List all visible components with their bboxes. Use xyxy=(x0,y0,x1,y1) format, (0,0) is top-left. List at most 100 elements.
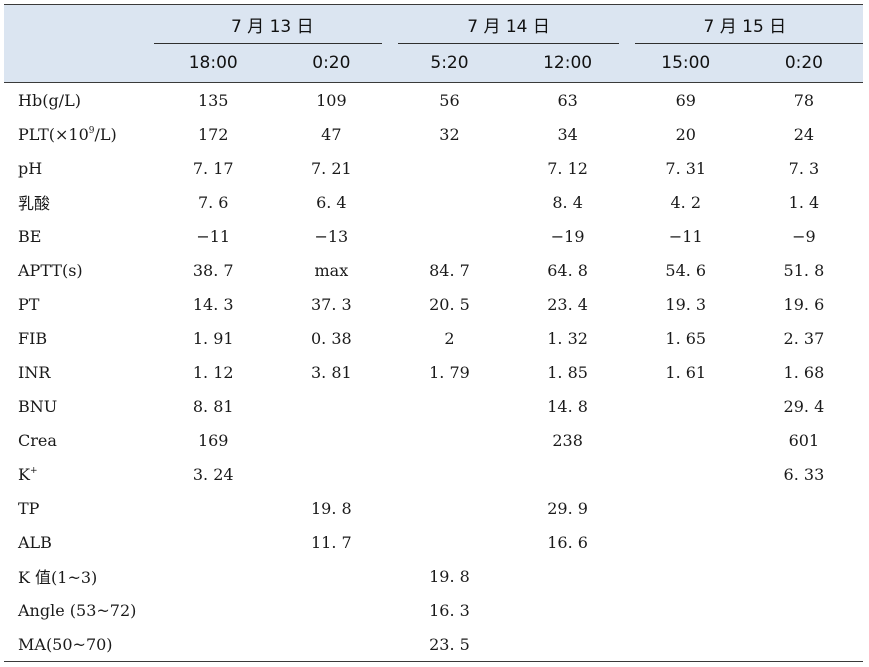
table-cell: 20 xyxy=(675,124,696,144)
row-label-superscript: + xyxy=(29,465,38,476)
corner-cell-2 xyxy=(4,44,154,83)
table-cell: 7. 17 xyxy=(192,158,234,178)
table-cell: 172 xyxy=(197,124,229,144)
table-cell: 7. 6 xyxy=(197,192,229,212)
lab-results-table-container: 7 月 13 日 7 月 14 日 7 月 15 日 18:00 0:20 5:… xyxy=(4,4,863,662)
row-label: Angle (53~72) xyxy=(18,600,137,620)
time-header: 0:20 xyxy=(312,53,351,73)
date-group-1: 7 月 14 日 xyxy=(390,5,626,44)
time-header: 0:20 xyxy=(784,53,823,73)
time-header: 5:20 xyxy=(430,53,469,73)
time-header: 18:00 xyxy=(188,53,238,73)
table-cell: −9 xyxy=(792,226,816,246)
table-cell xyxy=(745,491,863,525)
table-cell: 37. 3 xyxy=(310,294,352,314)
row-label-text: /L) xyxy=(94,124,117,144)
time-header-row: 18:00 0:20 5:20 12:00 15:00 0:20 xyxy=(4,44,863,83)
table-cell xyxy=(390,151,508,185)
date-group-2: 7 月 15 日 xyxy=(627,5,863,44)
table-cell: max xyxy=(314,260,349,280)
table-cell: 69 xyxy=(675,90,696,110)
table-row: pH 7. 17 7. 21 7. 12 7. 31 7. 3 xyxy=(4,151,863,185)
table-cell: 1. 4 xyxy=(788,192,820,212)
table-row: K+ 3. 24 6. 33 xyxy=(4,457,863,491)
table-row: TP 19. 8 29. 9 xyxy=(4,491,863,525)
table-cell: 84. 7 xyxy=(429,260,470,280)
table-cell xyxy=(390,185,508,219)
table-row: ALB 11. 7 16. 6 xyxy=(4,525,863,559)
table-cell xyxy=(745,627,863,662)
table-cell: 63 xyxy=(557,90,578,110)
date-header-row: 7 月 13 日 7 月 14 日 7 月 15 日 xyxy=(4,4,863,44)
table-cell xyxy=(154,525,272,559)
table-cell: 3. 24 xyxy=(192,464,234,484)
table-cell: 1. 32 xyxy=(547,328,588,348)
table-cell xyxy=(272,457,390,491)
table-cell: 29. 9 xyxy=(547,498,588,518)
table-cell: 7. 12 xyxy=(547,158,588,178)
table-cell: 6. 4 xyxy=(316,192,347,212)
table-cell: 38. 7 xyxy=(192,260,234,280)
table-cell xyxy=(154,491,272,525)
table-cell: 4. 2 xyxy=(670,192,702,212)
table-row: INR 1. 12 3. 81 1. 79 1. 85 1. 61 1. 68 xyxy=(4,355,863,389)
table-cell xyxy=(390,219,508,253)
table-cell xyxy=(390,457,508,491)
table-row: APTT(s) 38. 7 max 84. 7 64. 8 54. 6 51. 8 xyxy=(4,253,863,287)
table-cell: 169 xyxy=(197,430,229,450)
table-cell: 47 xyxy=(321,124,342,144)
table-row: Hb(g/L) 135 109 56 63 69 78 xyxy=(4,82,863,118)
table-cell: 23. 4 xyxy=(547,294,588,314)
table-cell xyxy=(627,593,745,627)
table-cell: 7. 21 xyxy=(310,158,352,178)
table-cell xyxy=(272,593,390,627)
table-cell xyxy=(627,559,745,593)
row-label-text: K xyxy=(18,464,30,484)
table-cell xyxy=(390,525,508,559)
table-cell xyxy=(509,457,627,491)
row-label: TP xyxy=(18,498,40,518)
row-label: MA(50~70) xyxy=(18,634,113,654)
table-cell xyxy=(390,423,508,457)
table-cell: 11. 7 xyxy=(310,532,352,552)
date-group-0: 7 月 13 日 xyxy=(154,5,390,44)
table-cell: 601 xyxy=(788,430,820,450)
table-cell xyxy=(745,593,863,627)
table-row: 乳酸 7. 6 6. 4 8. 4 4. 2 1. 4 xyxy=(4,185,863,219)
table-cell: 19. 8 xyxy=(429,566,470,586)
table-row: Crea 169 238 601 xyxy=(4,423,863,457)
table-cell xyxy=(627,389,745,423)
table-cell xyxy=(272,423,390,457)
table-row: K 值(1~3) 19. 8 xyxy=(4,559,863,593)
table-cell: 19. 8 xyxy=(310,498,352,518)
table-cell: 1. 12 xyxy=(192,362,234,382)
time-header: 12:00 xyxy=(543,53,593,73)
table-cell: 19. 3 xyxy=(665,294,707,314)
table-cell: 1. 61 xyxy=(665,362,707,382)
table-row: FIB 1. 91 0. 38 2 1. 32 1. 65 2. 37 xyxy=(4,321,863,355)
table-cell: 7. 3 xyxy=(788,158,820,178)
row-label: K 值(1~3) xyxy=(18,568,98,587)
row-label-superscript: 9 xyxy=(88,125,95,136)
table-cell: 8. 81 xyxy=(192,396,234,416)
table-cell xyxy=(745,559,863,593)
lab-results-table: 7 月 13 日 7 月 14 日 7 月 15 日 18:00 0:20 5:… xyxy=(4,4,863,662)
table-row: Angle (53~72) 16. 3 xyxy=(4,593,863,627)
table-cell xyxy=(627,491,745,525)
table-cell: 19. 6 xyxy=(783,294,825,314)
table-cell: 2 xyxy=(444,328,455,348)
table-cell: 78 xyxy=(793,90,815,110)
table-cell xyxy=(509,593,627,627)
row-label: Hb(g/L) xyxy=(18,90,81,110)
table-cell: 14. 3 xyxy=(192,294,234,314)
table-cell: 109 xyxy=(316,90,347,110)
table-cell: −11 xyxy=(668,226,703,246)
table-cell: 16. 6 xyxy=(547,532,588,552)
row-label: pH xyxy=(18,158,43,178)
table-row: MA(50~70) 23. 5 xyxy=(4,627,863,662)
row-label: 乳酸 xyxy=(18,194,51,213)
table-cell xyxy=(272,389,390,423)
table-cell: 0. 38 xyxy=(310,328,352,348)
table-cell: 1. 91 xyxy=(192,328,234,348)
table-cell: −13 xyxy=(314,226,349,246)
